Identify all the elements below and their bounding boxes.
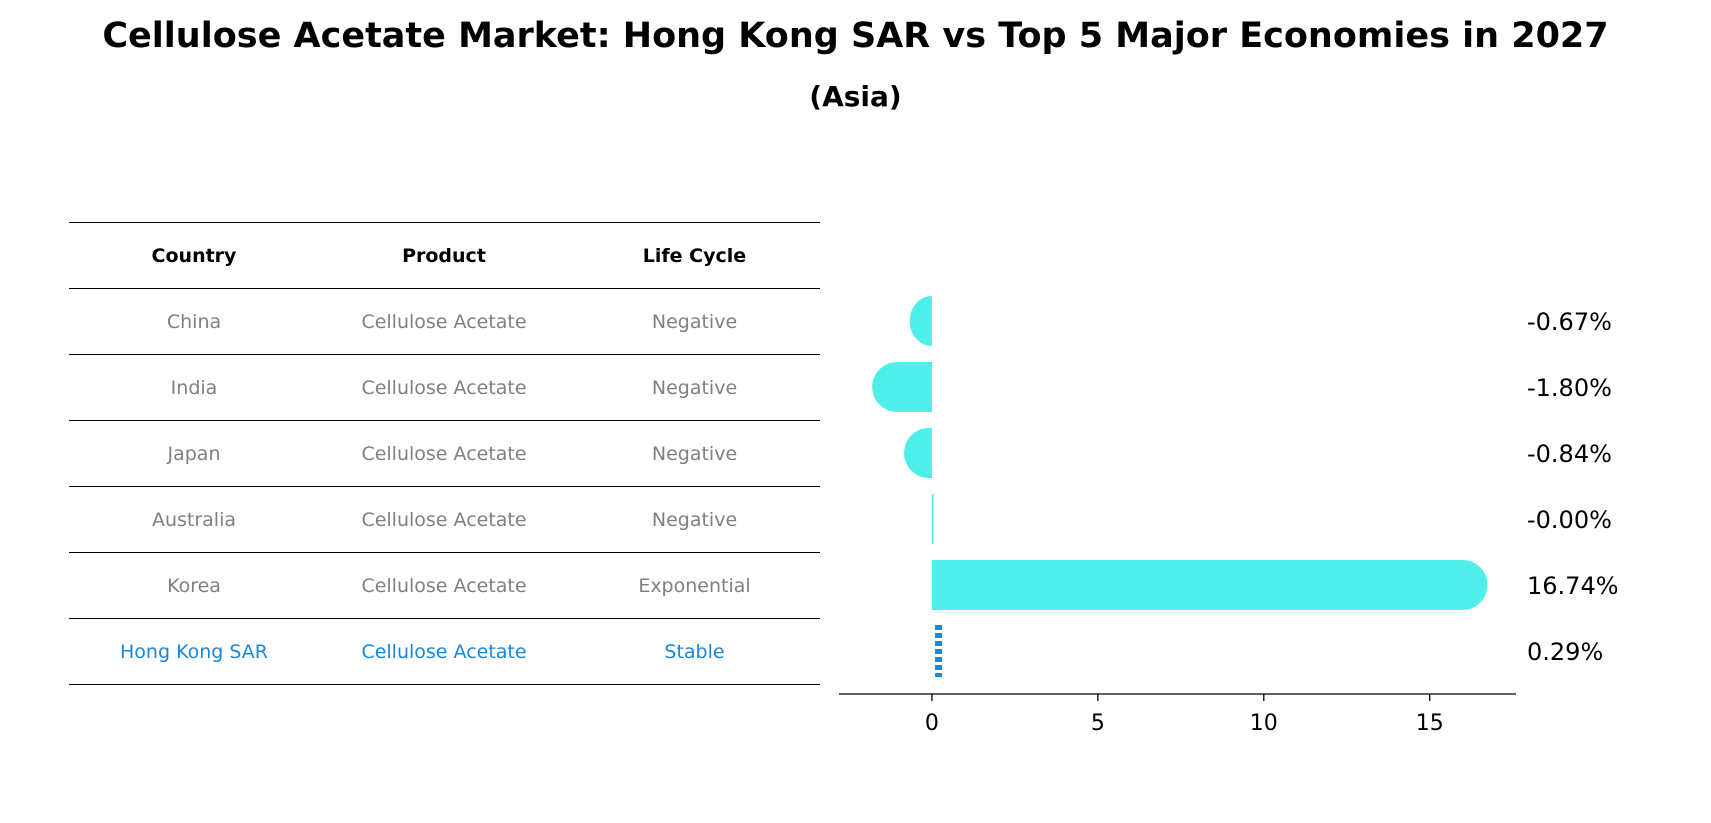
- cell-country: Korea: [167, 575, 221, 597]
- cell-life-cycle: Negative: [651, 377, 738, 399]
- cell-product: Cellulose Acetate: [361, 641, 527, 663]
- x-axis: 0 5 10 15: [839, 693, 1516, 736]
- cell-country: China: [166, 311, 222, 333]
- x-tick-label: 0: [925, 711, 939, 736]
- cell-product: Cellulose Acetate: [361, 311, 527, 333]
- growth-bar-chart: 0 5 10 15 -0.67% -1.80% -0.84% -0.00% 16.74% 0.2…: [839, 296, 1619, 736]
- bar-japan: [904, 428, 932, 478]
- cell-product: Cellulose Acetate: [361, 575, 527, 597]
- cell-country: India: [170, 377, 218, 399]
- value-label: -0.67%: [1527, 308, 1612, 336]
- cell-country: Australia: [151, 509, 237, 531]
- cell-product: Cellulose Acetate: [361, 509, 527, 531]
- bars-group: [872, 296, 1488, 677]
- cell-product: Cellulose Acetate: [361, 443, 527, 465]
- table-row: Korea Cellulose Acetate Exponential: [69, 552, 820, 618]
- chart-subtitle: (Asia): [809, 80, 902, 113]
- table-row: Japan Cellulose Acetate Negative: [69, 420, 820, 486]
- value-label: -0.00%: [1527, 506, 1612, 534]
- x-tick-label: 5: [1091, 711, 1105, 736]
- bar-china: [909, 296, 932, 346]
- table-row-highlighted: Hong Kong SAR Cellulose Acetate Stable: [69, 618, 820, 685]
- cell-life-cycle: Negative: [651, 443, 738, 465]
- x-tick-label: 15: [1416, 711, 1444, 736]
- bar-india: [872, 362, 932, 412]
- value-label: -1.80%: [1527, 374, 1612, 402]
- cell-life-cycle: Negative: [651, 509, 738, 531]
- cell-country: Japan: [167, 443, 221, 465]
- cell-country: Hong Kong SAR: [120, 641, 268, 663]
- x-tick-label: 10: [1250, 711, 1278, 736]
- cell-life-cycle: Stable: [664, 641, 725, 663]
- value-labels-group: -0.67% -1.80% -0.84% -0.00% 16.74% 0.29%: [1527, 308, 1619, 666]
- bar-australia: [931, 494, 934, 544]
- value-label: -0.84%: [1527, 440, 1612, 468]
- header-life-cycle: Life Cycle: [642, 245, 747, 267]
- bar-korea: [931, 560, 1488, 610]
- table-row: Australia Cellulose Acetate Negative: [69, 486, 820, 552]
- table-row: China Cellulose Acetate Negative: [69, 288, 820, 354]
- market-table: Country Product Life Cycle China Cellulo…: [69, 222, 820, 685]
- chart-title: Cellulose Acetate Market: Hong Kong SAR …: [102, 16, 1609, 56]
- cell-life-cycle: Exponential: [638, 575, 751, 597]
- value-label: 0.29%: [1527, 638, 1603, 666]
- header-product: Product: [402, 245, 486, 267]
- table-row: India Cellulose Acetate Negative: [69, 354, 820, 420]
- header-country: Country: [151, 245, 237, 267]
- value-label: 16.74%: [1527, 572, 1619, 600]
- cell-life-cycle: Negative: [651, 311, 738, 333]
- cell-product: Cellulose Acetate: [361, 377, 527, 399]
- table-header-row: Country Product Life Cycle: [69, 222, 820, 288]
